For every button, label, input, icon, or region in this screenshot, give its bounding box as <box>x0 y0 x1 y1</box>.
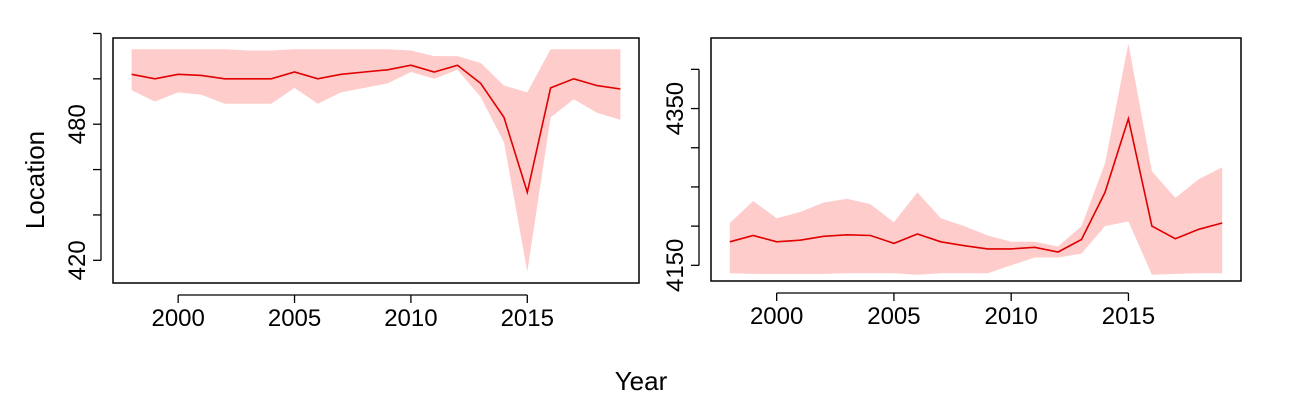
x-tick-label-right: 2000 <box>750 303 803 330</box>
x-tick-label-right: 2015 <box>1102 303 1155 330</box>
x-axis-title: Year <box>615 366 668 396</box>
x-tick-label-right: 2005 <box>867 303 920 330</box>
plot-frame-right <box>710 37 1242 282</box>
y-tick-label-left: 480 <box>64 104 91 144</box>
series-line-left <box>131 64 621 196</box>
y-axis-title: Location <box>20 131 50 229</box>
x-tick-label-left: 2010 <box>384 305 437 332</box>
plot-frame-left <box>112 37 640 284</box>
chart-panel-left: 2000 2005 2010 2015 420 480 <box>64 32 640 332</box>
confidence-band-left <box>131 49 621 272</box>
x-tick-label-left: 2005 <box>268 305 321 332</box>
y-tick-label-right: 4350 <box>662 82 689 135</box>
confidence-band-right <box>729 43 1223 275</box>
x-tick-label-right: 2010 <box>984 303 1037 330</box>
series-line-right <box>729 115 1223 253</box>
x-tick-label-left: 2000 <box>151 305 204 332</box>
y-tick-label-right: 4150 <box>662 239 689 292</box>
y-tick-label-left: 420 <box>64 240 91 280</box>
chart-panel-right: 2000 2005 2010 2015 4150 4350 <box>662 37 1242 330</box>
x-tick-label-left: 2015 <box>501 305 554 332</box>
